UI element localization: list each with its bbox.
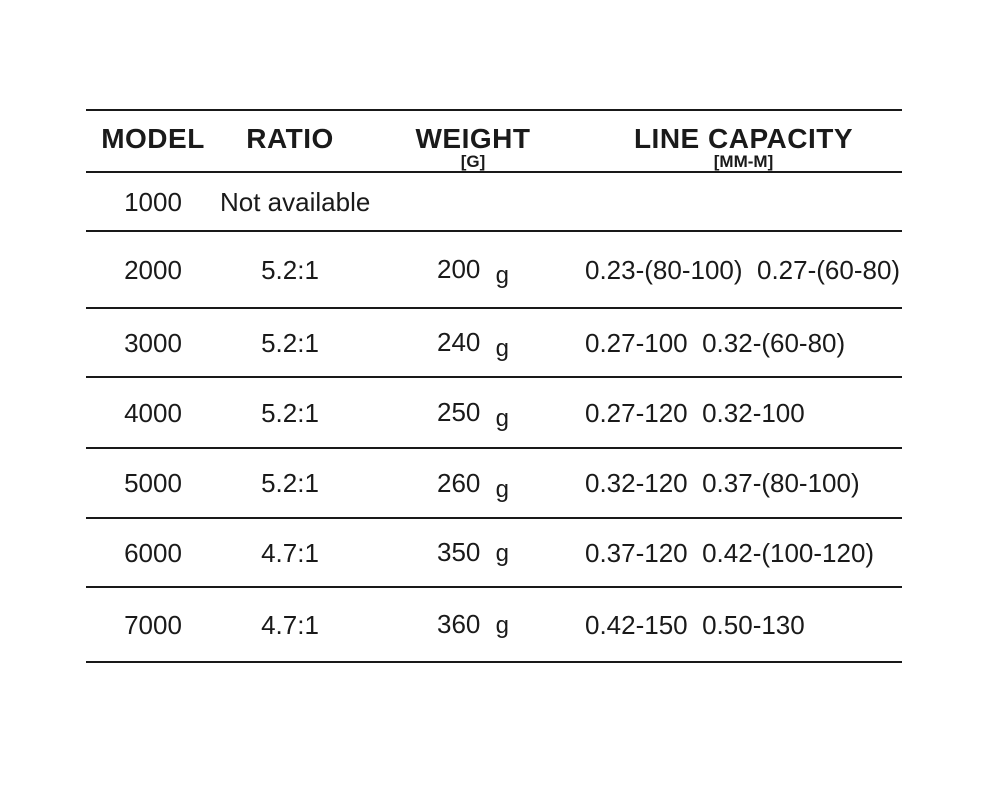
model-cell: 4000 (124, 397, 182, 428)
column-header-line-capacity-label: LINE CAPACITY (633, 123, 854, 154)
column-header-ratio: RATIO (220, 111, 360, 154)
table-row-2000: 2000 5.2:1 200 g 0.23-(80-100) 0.27-(60-… (86, 232, 902, 309)
model-cell: 2000 (124, 254, 182, 285)
weight-unit: g (495, 540, 509, 567)
line-capacity-cell: 0.37-120 0.42-(100-120) (585, 537, 875, 568)
model-cell: 5000 (124, 468, 182, 498)
table-row-1000: 1000 Not available (86, 173, 902, 232)
ratio-cell: 5.2:1 (261, 327, 319, 358)
weight-cell: 200 g (360, 254, 560, 288)
model-cell: 7000 (124, 609, 182, 640)
column-header-ratio-label: RATIO (246, 123, 334, 154)
ratio-cell: Not available (220, 186, 371, 217)
table-row-3000: 3000 5.2:1 240 g 0.27-100 0.32-(60-80) (86, 309, 902, 378)
table-header-row: MODEL RATIO WEIGHT [G] LINE CAPACITY [MM… (86, 111, 902, 173)
weight-cell: 250 g (360, 397, 560, 431)
weight-unit: g (495, 405, 509, 432)
weight-value: 240 (437, 327, 481, 357)
weight-cell: 240 g (360, 327, 560, 361)
weight-unit: g (495, 262, 509, 289)
column-header-weight: WEIGHT [G] (360, 111, 560, 170)
table-row-7000: 7000 4.7:1 360 g 0.42-150 0.50-130 (86, 588, 902, 663)
ratio-cell: 5.2:1 (261, 397, 319, 428)
column-header-model: MODEL (86, 111, 220, 154)
table-row-5000: 5000 5.2:1 260 g 0.32-120 0.37-(80-100) (86, 449, 902, 519)
line-capacity-cell: 0.27-120 0.32-100 (585, 397, 805, 428)
table-row-6000: 6000 4.7:1 350 g 0.37-120 0.42-(100-120) (86, 519, 902, 588)
weight-value: 260 (437, 467, 481, 498)
column-header-model-label: MODEL (101, 123, 205, 154)
model-cell: 6000 (124, 537, 182, 568)
model-cell: 1000 (124, 186, 182, 217)
model-cell: 3000 (124, 327, 182, 358)
table-row-4000: 4000 5.2:1 250 g 0.27-120 0.32-100 (86, 378, 902, 449)
weight-unit: g (495, 335, 509, 362)
weight-cell: 360 g (360, 611, 560, 638)
weight-value: 200 (437, 254, 481, 284)
weight-unit: g (495, 612, 509, 639)
ratio-cell: 4.7:1 (261, 609, 319, 640)
ratio-cell: 5.2:1 (261, 468, 319, 498)
line-capacity-cell: 0.23-(80-100) 0.27-(60-80) (585, 254, 901, 285)
line-capacity-cell: 0.42-150 0.50-130 (585, 609, 805, 640)
line-capacity-cell: 0.32-120 0.37-(80-100) (585, 468, 860, 498)
column-header-line-capacity-unit-sublabel: [MM-M] (713, 152, 774, 172)
weight-value: 250 (437, 397, 481, 427)
weight-value: 350 (437, 537, 481, 567)
spec-table: MODEL RATIO WEIGHT [G] LINE CAPACITY [MM… (86, 109, 902, 663)
weight-cell: 260 g (360, 467, 560, 502)
weight-cell: 350 g (360, 539, 560, 566)
column-header-line-capacity: LINE CAPACITY [MM-M] (560, 111, 902, 170)
weight-unit: g (495, 475, 509, 503)
ratio-cell: 5.2:1 (261, 254, 319, 285)
line-capacity-cell: 0.27-100 0.32-(60-80) (585, 327, 846, 358)
column-header-weight-unit-sublabel: [G] (460, 152, 486, 172)
weight-value: 360 (437, 609, 481, 639)
ratio-cell: 4.7:1 (261, 537, 319, 568)
column-header-weight-label: WEIGHT (415, 123, 531, 154)
